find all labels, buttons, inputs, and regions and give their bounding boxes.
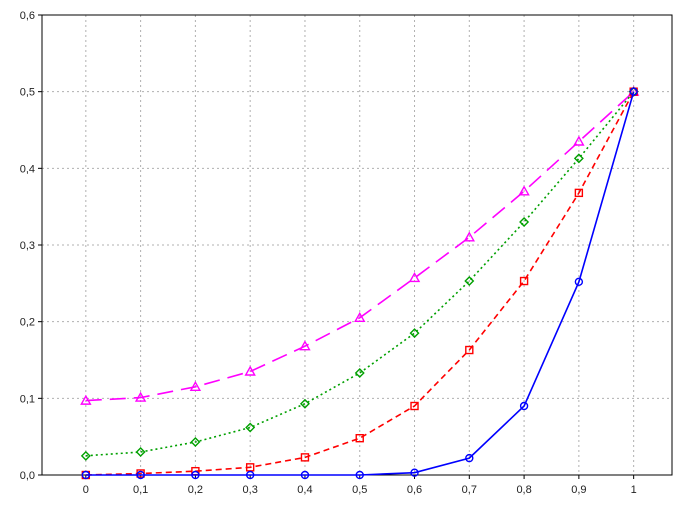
data-point-square bbox=[465, 345, 474, 355]
data-point-diamond bbox=[464, 276, 475, 287]
data-point-triangle bbox=[299, 340, 311, 351]
data-point-square bbox=[300, 453, 310, 462]
series-layer bbox=[80, 85, 640, 480]
data-point-circle bbox=[629, 87, 638, 96]
y-tick-label: 0,5 bbox=[20, 87, 35, 99]
data-point-diamond bbox=[135, 447, 146, 457]
y-tick-label: 0,2 bbox=[20, 317, 35, 329]
data-point-triangle bbox=[518, 185, 530, 196]
data-point-diamond bbox=[190, 437, 201, 448]
data-point-square bbox=[410, 401, 419, 411]
data-point-circle bbox=[191, 470, 200, 480]
tick-layer: 0 0,1 0,2 0,3 0,4 0,5 0,6 0,7 0,8 0,9 1 0,0 0,1 0,2 0,… bbox=[20, 10, 637, 496]
series-line bbox=[85, 91, 635, 476]
series-diamond bbox=[80, 86, 639, 461]
data-point-triangle bbox=[189, 380, 202, 392]
data-point-square bbox=[574, 188, 584, 198]
x-tick-label: 0,6 bbox=[407, 484, 422, 496]
data-point-triangle bbox=[134, 391, 147, 402]
data-point-circle bbox=[136, 470, 145, 480]
data-point-triangle bbox=[354, 311, 366, 323]
x-tick-label: 0,3 bbox=[243, 484, 258, 496]
data-point-diamond bbox=[299, 398, 310, 409]
data-point-circle bbox=[519, 401, 529, 411]
x-tick-label: 0,5 bbox=[352, 484, 367, 496]
data-point-diamond bbox=[354, 368, 365, 379]
x-tick-label: 0,2 bbox=[188, 484, 203, 496]
x-tick-label: 0,7 bbox=[462, 484, 477, 496]
data-point-diamond bbox=[80, 450, 91, 461]
data-point-circle bbox=[245, 470, 255, 480]
data-point-circle bbox=[574, 277, 584, 286]
data-point-diamond bbox=[573, 153, 584, 164]
x-tick-label: 0 bbox=[83, 484, 89, 496]
data-point-circle bbox=[465, 453, 474, 463]
data-point-square bbox=[355, 434, 364, 443]
y-tick-label: 0,1 bbox=[20, 393, 35, 405]
x-tick-label: 0,1 bbox=[133, 484, 148, 496]
y-tick-label: 0,4 bbox=[20, 163, 35, 175]
series-line bbox=[85, 91, 635, 476]
series-line bbox=[85, 91, 635, 402]
data-point-diamond bbox=[519, 217, 530, 227]
data-point-circle bbox=[355, 470, 364, 480]
data-point-circle bbox=[410, 468, 419, 477]
x-tick-label: 1 bbox=[631, 484, 637, 496]
data-point-triangle bbox=[408, 272, 421, 283]
data-point-circle bbox=[81, 470, 91, 480]
series-circle bbox=[81, 87, 638, 480]
data-point-triangle bbox=[463, 231, 476, 242]
series-line bbox=[85, 91, 635, 457]
x-tick-label: 0,9 bbox=[571, 484, 586, 496]
y-tick-label: 0,6 bbox=[20, 10, 35, 22]
data-point-square bbox=[519, 276, 529, 286]
data-point-circle bbox=[300, 470, 310, 480]
data-point-triangle bbox=[80, 394, 92, 405]
series-triangle bbox=[80, 85, 640, 405]
data-point-triangle bbox=[573, 135, 585, 146]
x-tick-label: 0,4 bbox=[297, 484, 312, 496]
y-tick-label: 0,3 bbox=[20, 240, 35, 252]
data-point-diamond bbox=[245, 422, 256, 433]
data-point-triangle bbox=[244, 365, 256, 376]
y-tick-label: 0,0 bbox=[20, 470, 35, 482]
grid-layer bbox=[42, 15, 672, 475]
data-point-diamond bbox=[409, 328, 420, 339]
x-tick-label: 0,8 bbox=[516, 484, 531, 496]
